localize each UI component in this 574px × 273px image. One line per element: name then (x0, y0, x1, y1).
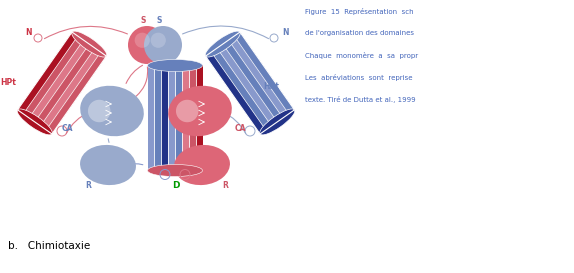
Polygon shape (148, 66, 154, 171)
Circle shape (150, 33, 166, 48)
Polygon shape (223, 40, 283, 122)
Polygon shape (211, 48, 272, 130)
Polygon shape (35, 44, 95, 126)
Text: Chaque  monomère  a  sa  propr: Chaque monomère a sa propr (305, 52, 418, 59)
Text: de l'organisation des domaines: de l'organisation des domaines (305, 30, 414, 36)
Polygon shape (41, 48, 100, 130)
Polygon shape (196, 66, 203, 171)
Text: D: D (172, 182, 180, 191)
Circle shape (128, 26, 166, 64)
Text: CA: CA (235, 124, 246, 133)
Ellipse shape (168, 86, 232, 136)
Text: b.   Chimiotaxie: b. Chimiotaxie (8, 241, 90, 251)
Polygon shape (18, 32, 106, 134)
Circle shape (135, 33, 150, 48)
Polygon shape (234, 32, 294, 114)
Ellipse shape (174, 145, 230, 185)
Polygon shape (161, 66, 168, 171)
Ellipse shape (205, 31, 241, 57)
Polygon shape (205, 52, 266, 134)
Ellipse shape (80, 86, 144, 136)
Polygon shape (189, 66, 196, 171)
Text: HPt: HPt (0, 78, 16, 87)
Ellipse shape (17, 109, 52, 135)
Text: R: R (222, 181, 228, 190)
Text: N: N (25, 28, 32, 37)
Ellipse shape (72, 31, 107, 57)
Polygon shape (46, 52, 106, 134)
Polygon shape (18, 32, 77, 114)
Polygon shape (154, 66, 161, 171)
Circle shape (176, 100, 199, 122)
Text: S: S (157, 16, 162, 25)
Ellipse shape (80, 145, 136, 185)
Text: Les  abréviations  sont  reprise: Les abréviations sont reprise (305, 74, 413, 81)
Polygon shape (182, 66, 189, 171)
Polygon shape (228, 36, 289, 118)
Text: Figure  15  Représentation  sch: Figure 15 Représentation sch (305, 8, 414, 15)
Polygon shape (205, 32, 294, 134)
Ellipse shape (148, 60, 203, 72)
Polygon shape (24, 36, 83, 118)
Text: texte. Tiré de Dutta et al., 1999: texte. Tiré de Dutta et al., 1999 (305, 96, 416, 103)
Polygon shape (217, 44, 277, 126)
Polygon shape (175, 66, 182, 171)
Text: S: S (141, 16, 146, 25)
Ellipse shape (148, 164, 203, 177)
Text: CA: CA (62, 124, 73, 133)
Polygon shape (29, 40, 89, 122)
Text: HPt: HPt (263, 82, 279, 91)
Circle shape (144, 26, 182, 64)
Text: N: N (282, 28, 289, 37)
Circle shape (88, 100, 110, 122)
Polygon shape (168, 66, 175, 171)
Ellipse shape (259, 109, 295, 135)
Text: R: R (85, 181, 91, 190)
